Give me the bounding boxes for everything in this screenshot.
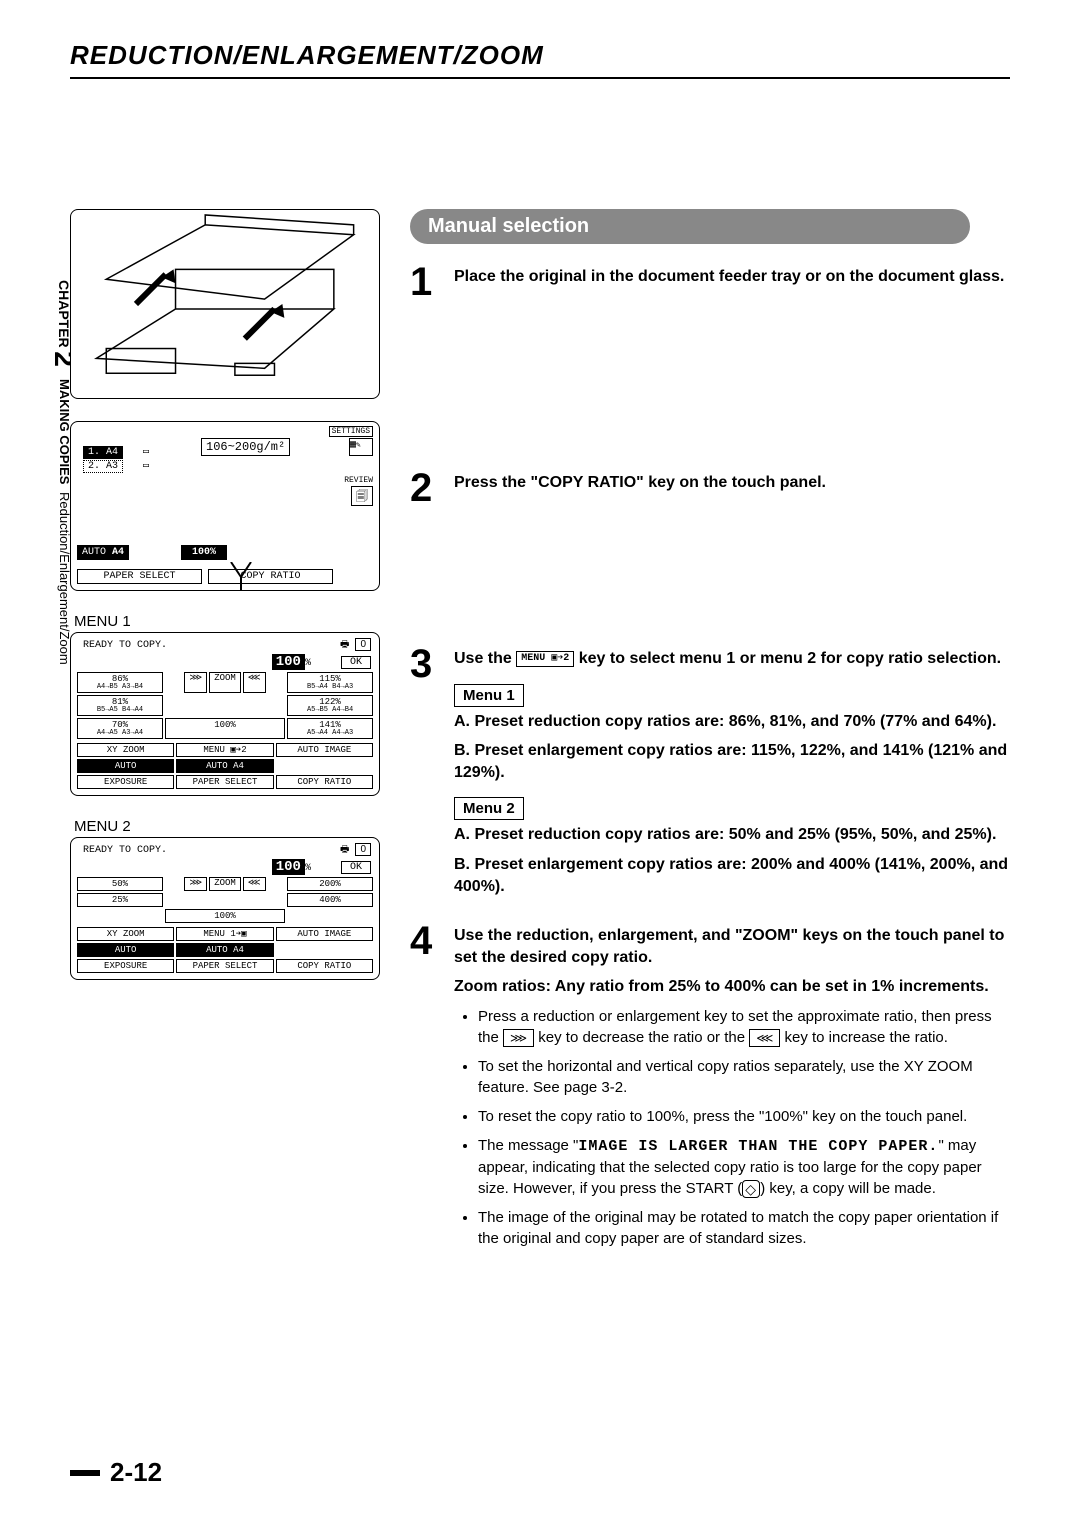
count-zero: 0 xyxy=(355,843,371,856)
zoom-up[interactable]: ⋘ xyxy=(243,672,266,693)
bullet-4: The message "IMAGE IS LARGER THAN THE CO… xyxy=(478,1135,1010,1199)
ratio-100: 100% xyxy=(181,545,227,560)
menu2-heading: MENU 2 xyxy=(74,818,380,835)
menu1-b: B. Preset enlargement copy ratios are: 1… xyxy=(454,740,1010,783)
step-1: 1 Place the original in the document fee… xyxy=(410,262,1010,302)
menu1-panel: READY TO COPY. 🖶 0 100% OK 86%A4→B5 A3→B… xyxy=(70,632,380,796)
page-number-bar: 2-12 xyxy=(70,1457,162,1488)
ratio-100[interactable]: 100% xyxy=(165,718,285,739)
ratio-86[interactable]: 86%A4→B5 A3→B4 xyxy=(77,672,163,693)
zoom-up[interactable]: ⋘ xyxy=(243,877,266,891)
settings-icon: SETTINGS xyxy=(329,426,373,437)
ratio-400[interactable]: 400% xyxy=(287,893,373,907)
review-label: REVIEW xyxy=(344,476,373,485)
zoom-label: ZOOM xyxy=(209,672,241,693)
touch-panel-main: SETTINGS ▦✎ 106~200g/m² REVIEW 🗐 1. A4 2… xyxy=(70,421,380,591)
ratio-200[interactable]: 200% xyxy=(287,877,373,891)
menu1-heading: MENU 1 xyxy=(74,613,380,630)
xy-zoom-button[interactable]: XY ZOOM xyxy=(77,743,174,757)
ratio-81[interactable]: 81%B5→A5 B4→A4 xyxy=(77,695,163,716)
ratio-100[interactable]: 100% xyxy=(165,909,285,923)
paper-select-button[interactable]: PAPER SELECT xyxy=(176,959,273,973)
ratio-122[interactable]: 122%A5→B5 A4→B4 xyxy=(287,695,373,716)
menu2-box: Menu 2 xyxy=(454,797,524,820)
zoom-note: Zoom ratios: Any ratio from 25% to 400% … xyxy=(454,976,1010,998)
bullet-1: Press a reduction or enlargement key to … xyxy=(478,1006,1010,1048)
zoom-down[interactable]: ⋙ xyxy=(184,672,207,693)
ratio-70[interactable]: 70%A4→A5 A3→A4 xyxy=(77,718,163,739)
step-1-num: 1 xyxy=(410,262,442,302)
page-title: REDUCTION/ENLARGEMENT/ZOOM xyxy=(70,40,1010,79)
down-key-icon: ⋙ xyxy=(503,1029,534,1048)
exposure-button[interactable]: EXPOSURE xyxy=(77,959,174,973)
section-heading: Manual selection xyxy=(410,209,970,244)
auto-badge: AUTO xyxy=(77,943,174,957)
big-percent: 100 xyxy=(272,654,305,670)
bullet-2: To set the horizontal and vertical copy … xyxy=(478,1056,1010,1098)
ratio-141[interactable]: 141%A5→A4 A4→A3 xyxy=(287,718,373,739)
auto-badge: AUTO xyxy=(77,759,174,773)
ready-text: READY TO COPY. xyxy=(79,843,171,858)
paper-size-2: 2. A3 xyxy=(83,460,123,473)
pointer-arrow-icon xyxy=(221,562,261,592)
paper-select-button[interactable]: PAPER SELECT xyxy=(77,569,202,584)
step-3: 3 Use the MENU ▣➔2 key to select menu 1 … xyxy=(410,644,1010,905)
menu1-box: Menu 1 xyxy=(454,684,524,707)
zoom-label: ZOOM xyxy=(209,877,241,891)
auto-image-button[interactable]: AUTO IMAGE xyxy=(276,743,373,757)
bullet-5: The image of the original may be rotated… xyxy=(478,1207,1010,1249)
printer-illustration xyxy=(70,209,380,399)
ready-text: READY TO COPY. xyxy=(79,638,171,653)
auto-a4-badge: AUTO A4 xyxy=(77,545,129,560)
step-3-num: 3 xyxy=(410,644,442,905)
paper-size-1: 1. A4 xyxy=(83,446,123,459)
step-2: 2 Press the "COPY RATIO" key on the touc… xyxy=(410,468,1010,508)
step-4-num: 4 xyxy=(410,921,442,1257)
step-4: 4 Use the reduction, enlargement, and "Z… xyxy=(410,921,1010,1257)
menu-toggle-button[interactable]: MENU 1➔▣ xyxy=(176,927,273,941)
big-percent: 100 xyxy=(272,859,305,875)
paper-select-button[interactable]: PAPER SELECT xyxy=(176,775,273,789)
ratio-25[interactable]: 25% xyxy=(77,893,163,907)
auto-image-button[interactable]: AUTO IMAGE xyxy=(276,927,373,941)
start-icon xyxy=(742,1180,760,1198)
menu2-panel: READY TO COPY. 🖶 0 100% OK 50% ⋙ZOOM⋘ 20… xyxy=(70,837,380,980)
ratio-115[interactable]: 115%B5→A4 B4→A3 xyxy=(287,672,373,693)
auto-a4-badge: AUTO A4 xyxy=(176,943,273,957)
exposure-button[interactable]: EXPOSURE xyxy=(77,775,174,789)
menu-toggle-button[interactable]: MENU ▣➔2 xyxy=(176,743,273,757)
step-2-text: Press the "COPY RATIO" key on the touch … xyxy=(454,472,1010,494)
up-key-icon: ⋘ xyxy=(749,1029,780,1048)
page-number: 2-12 xyxy=(110,1457,162,1488)
step-1-text: Place the original in the document feede… xyxy=(454,266,1010,288)
copy-ratio-button[interactable]: COPY RATIO xyxy=(276,959,373,973)
ratio-50[interactable]: 50% xyxy=(77,877,163,891)
menu2-b: B. Preset enlargement copy ratios are: 2… xyxy=(454,854,1010,897)
step-2-num: 2 xyxy=(410,468,442,508)
menu-key-icon: MENU ▣➔2 xyxy=(516,651,574,667)
auto-a4-badge: AUTO A4 xyxy=(176,759,273,773)
zoom-down[interactable]: ⋙ xyxy=(184,877,207,891)
count-zero: 0 xyxy=(355,638,371,651)
ok-button[interactable]: OK xyxy=(341,656,371,669)
warning-message: IMAGE IS LARGER THAN THE COPY PAPER. xyxy=(578,1138,938,1155)
menu2-a: A. Preset reduction copy ratios are: 50%… xyxy=(454,824,1010,846)
bullet-3: To reset the copy ratio to 100%, press t… xyxy=(478,1106,1010,1127)
copy-ratio-button[interactable]: COPY RATIO xyxy=(276,775,373,789)
xy-zoom-button[interactable]: XY ZOOM xyxy=(77,927,174,941)
step-4-text: Use the reduction, enlargement, and "ZOO… xyxy=(454,925,1010,968)
review-icon: 🗐 xyxy=(351,486,373,506)
step-3-text: Use the MENU ▣➔2 key to select menu 1 or… xyxy=(454,648,1010,670)
ok-button[interactable]: OK xyxy=(341,861,371,874)
paper-weight: 106~200g/m² xyxy=(201,438,290,456)
panel-icon: ▦✎ xyxy=(349,438,373,456)
menu1-a: A. Preset reduction copy ratios are: 86%… xyxy=(454,711,1010,733)
